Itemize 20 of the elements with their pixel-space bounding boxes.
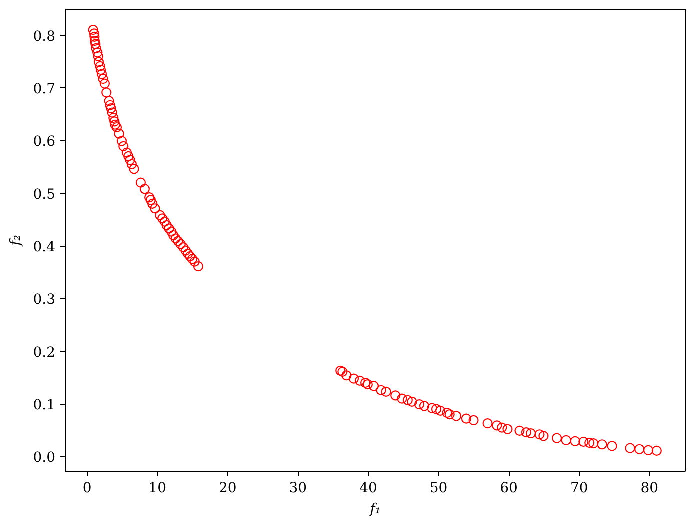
y-tick-label: 0.0 bbox=[33, 450, 56, 466]
y-tick-label: 0.5 bbox=[33, 186, 56, 203]
y-axis-title: f₂ bbox=[8, 234, 24, 247]
y-tick-label: 0.1 bbox=[33, 398, 56, 414]
y-tick-label: 0.8 bbox=[33, 28, 56, 45]
x-tick-label: 70 bbox=[570, 480, 588, 496]
x-tick-label: 0 bbox=[82, 480, 92, 496]
y-tick-label: 0.3 bbox=[33, 292, 56, 308]
x-tick-label: 80 bbox=[640, 480, 659, 496]
x-tick-label: 20 bbox=[218, 480, 237, 496]
x-tick-label: 30 bbox=[289, 480, 308, 496]
y-tick-label: 0.7 bbox=[33, 81, 56, 98]
y-tick-label: 0.2 bbox=[33, 344, 56, 361]
x-tick-label: 50 bbox=[430, 480, 448, 496]
x-axis-title: f₁ bbox=[369, 502, 381, 518]
x-tick-label: 10 bbox=[148, 480, 167, 496]
y-tick-label: 0.4 bbox=[33, 240, 56, 256]
y-tick-label: 0.6 bbox=[33, 134, 56, 150]
x-tick-label: 40 bbox=[360, 480, 378, 496]
x-tick-label: 60 bbox=[500, 480, 518, 496]
